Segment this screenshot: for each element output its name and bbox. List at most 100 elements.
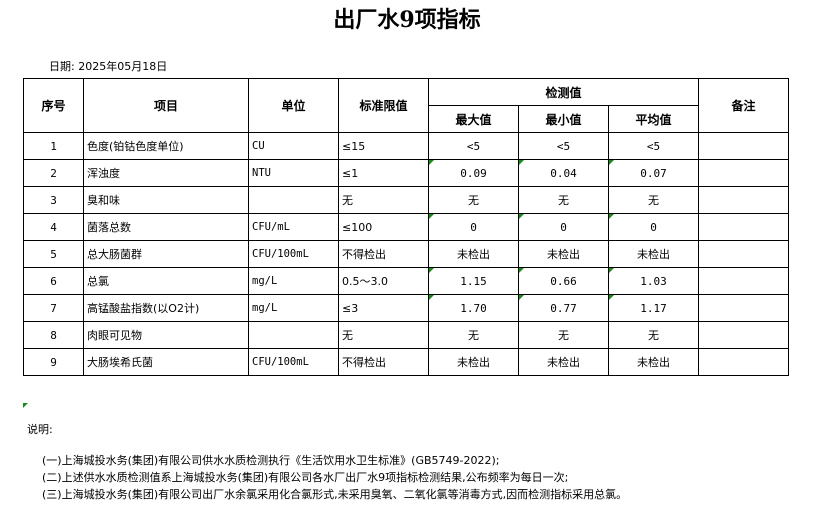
row-item: 臭和味: [83, 186, 249, 214]
cell-flag-icon: [429, 214, 434, 219]
row-avg: 0.07: [608, 159, 699, 187]
table-row: 9 大肠埃希氏菌 CFU/100mL 不得检出 未检出 未检出 未检出: [23, 348, 789, 376]
row-avg-text: <5: [646, 139, 661, 153]
row-min-text: 未检出: [547, 356, 580, 369]
note-item: (二)上述供水水质检测值系上海城投水务(集团)有限公司各水厂出厂水9项指标检测结…: [42, 471, 569, 484]
header-avg: 平均值: [608, 105, 699, 133]
cell-flag-icon: [609, 214, 614, 219]
row-item-text: 肉眼可见物: [87, 329, 142, 342]
table-row: 8 肉眼可见物 无 无 无 无: [23, 321, 789, 349]
row-unit: mg/L: [248, 294, 339, 322]
cell-flag-icon: [519, 214, 524, 219]
row-max-text: 未检出: [457, 248, 490, 261]
row-max: 无: [428, 186, 519, 214]
row-avg-text: 1.03: [640, 274, 667, 288]
table-row: 6 总氯 mg/L 0.5～3.0 1.15 0.66 1.03: [23, 267, 789, 295]
row-max: 1.70: [428, 294, 519, 322]
table-row: 4 菌落总数 CFU/mL ≤100 0 0 0: [23, 213, 789, 241]
row-min: 0: [518, 213, 609, 241]
row-avg-text: 0: [650, 220, 657, 234]
row-min: 0.77: [518, 294, 609, 322]
table-row: 7 高锰酸盐指数(以O2计) mg/L ≤3 1.70 0.77 1.17: [23, 294, 789, 322]
row-index: 4: [23, 213, 84, 241]
cell-flag-icon: [429, 160, 434, 165]
row-max-text: 1.70: [460, 301, 487, 315]
row-index: 9: [23, 348, 84, 376]
header-unit: 单位: [248, 78, 339, 133]
row-item: 菌落总数: [83, 213, 249, 241]
row-remark: [698, 267, 789, 295]
row-min-text: 无: [558, 194, 569, 207]
row-index-text: 6: [50, 274, 57, 288]
row-limit: 无: [338, 186, 429, 214]
header-remark: 备注: [698, 78, 789, 133]
row-limit: ≤3: [338, 294, 429, 322]
row-unit-text: mg/L: [252, 275, 278, 287]
row-index-text: 9: [50, 355, 57, 369]
table-row: 3 臭和味 无 无 无 无: [23, 186, 789, 214]
row-min: 0.66: [518, 267, 609, 295]
row-index: 8: [23, 321, 84, 349]
row-max-text: 无: [468, 194, 479, 207]
row-min-text: 0.66: [550, 274, 577, 288]
row-unit-text: CFU/mL: [252, 221, 290, 233]
water-quality-table: 序号 项目 单位 标准限值 检测值 备注 最大值 最小值 平均值 1 色度(铂钴色…: [23, 78, 789, 376]
row-remark: [698, 186, 789, 214]
row-max: 未检出: [428, 348, 519, 376]
row-min-text: 无: [558, 329, 569, 342]
row-limit: ≤100: [338, 213, 429, 241]
row-item-text: 菌落总数: [87, 221, 131, 234]
row-remark: [698, 213, 789, 241]
row-max-text: 1.15: [460, 274, 487, 288]
row-item-text: 高锰酸盐指数(以O2计): [87, 302, 200, 315]
row-limit-text: ≤100: [342, 220, 373, 234]
row-index-text: 4: [50, 220, 57, 234]
row-remark: [698, 294, 789, 322]
row-index-text: 7: [50, 301, 57, 315]
row-max: 0.09: [428, 159, 519, 187]
row-avg: <5: [608, 132, 699, 160]
row-min: <5: [518, 132, 609, 160]
cell-flag-icon: [519, 160, 524, 165]
row-unit: mg/L: [248, 267, 339, 295]
note-item: (三)上海城投水务(集团)有限公司出厂水余氯采用化合氯形式,未采用臭氧、二氧化氯…: [42, 488, 628, 501]
row-unit-text: CU: [252, 140, 265, 152]
row-index: 6: [23, 267, 84, 295]
row-unit: NTU: [248, 159, 339, 187]
row-item-text: 臭和味: [87, 194, 120, 207]
row-remark: [698, 159, 789, 187]
row-remark: [698, 132, 789, 160]
row-item: 浑浊度: [83, 159, 249, 187]
row-min-text: 0: [560, 220, 567, 234]
row-limit: ≤15: [338, 132, 429, 160]
row-avg-text: 1.17: [640, 301, 667, 315]
row-limit-text: 不得检出: [342, 248, 386, 261]
row-index-text: 5: [50, 247, 57, 261]
row-min-text: <5: [556, 139, 571, 153]
row-limit: 0.5～3.0: [338, 267, 429, 295]
row-item: 肉眼可见物: [83, 321, 249, 349]
row-limit-text: 不得检出: [342, 356, 386, 369]
row-max: 无: [428, 321, 519, 349]
row-min-text: 未检出: [547, 248, 580, 261]
header-index: 序号: [23, 78, 84, 133]
row-avg: 未检出: [608, 240, 699, 268]
row-avg-text: 无: [648, 194, 659, 207]
row-max: 未检出: [428, 240, 519, 268]
row-avg-text: 0.07: [640, 166, 667, 180]
table-row: 5 总大肠菌群 CFU/100mL 不得检出 未检出 未检出 未检出: [23, 240, 789, 268]
row-max-text: 0: [470, 220, 477, 234]
table-row: 2 浑浊度 NTU ≤1 0.09 0.04 0.07: [23, 159, 789, 187]
cell-flag-icon: [429, 268, 434, 273]
row-limit: 无: [338, 321, 429, 349]
row-remark: [698, 321, 789, 349]
row-max: 0: [428, 213, 519, 241]
row-unit-text: NTU: [252, 167, 271, 179]
row-index: 3: [23, 186, 84, 214]
row-limit: 不得检出: [338, 348, 429, 376]
row-item: 总大肠菌群: [83, 240, 249, 268]
row-unit: [248, 186, 339, 214]
row-unit-text: mg/L: [252, 302, 278, 314]
row-max-text: 无: [468, 329, 479, 342]
row-limit-text: ≤1: [342, 166, 359, 180]
